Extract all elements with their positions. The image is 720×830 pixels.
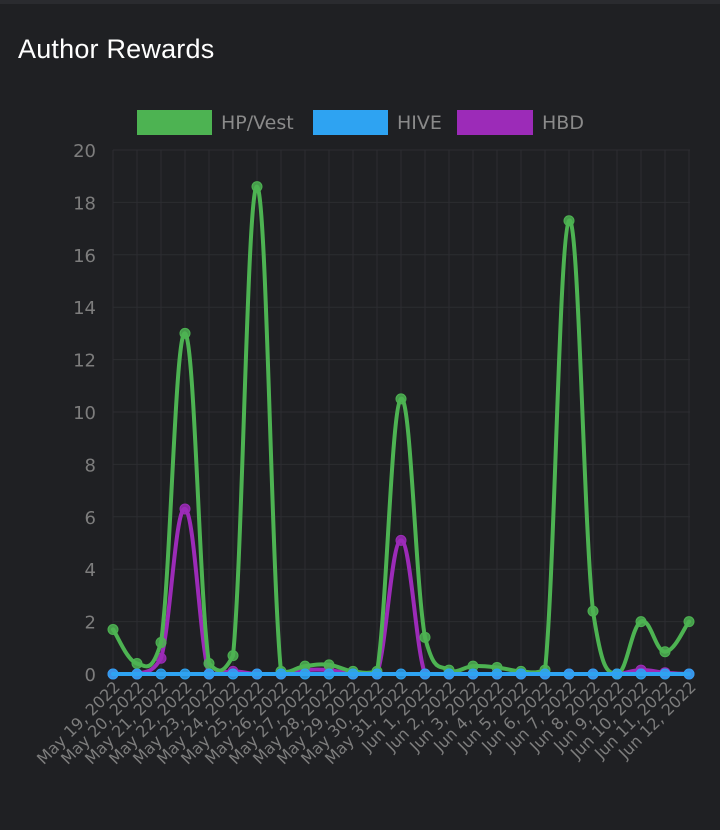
data-point-hp-vest[interactable]	[251, 181, 263, 193]
data-point-hive[interactable]	[491, 668, 503, 680]
legend-label: HBD	[542, 112, 584, 134]
data-point-hive[interactable]	[347, 668, 359, 680]
y-tick-label: 10	[73, 403, 96, 424]
data-point-hive[interactable]	[683, 668, 695, 680]
data-point-hp-vest[interactable]	[107, 623, 119, 635]
data-point-hive[interactable]	[395, 668, 407, 680]
legend-item-hbd[interactable]: HBD	[457, 110, 584, 135]
data-point-hp-vest[interactable]	[563, 215, 575, 227]
legend-item-hive[interactable]: HIVE	[313, 110, 442, 135]
y-tick-label: 6	[85, 508, 96, 529]
data-point-hp-vest[interactable]	[635, 616, 647, 628]
y-tick-label: 14	[73, 298, 96, 319]
data-point-hp-vest[interactable]	[395, 393, 407, 405]
data-point-hive[interactable]	[659, 668, 671, 680]
data-point-hive[interactable]	[443, 668, 455, 680]
data-point-hp-vest[interactable]	[203, 658, 215, 670]
data-point-hive[interactable]	[155, 668, 167, 680]
y-tick-label: 20	[73, 141, 96, 162]
y-tick-label: 2	[85, 613, 96, 634]
series-hive	[107, 668, 695, 680]
data-point-hive[interactable]	[323, 668, 335, 680]
data-point-hp-vest[interactable]	[227, 650, 239, 662]
data-point-hp-vest[interactable]	[155, 637, 167, 649]
legend-label: HIVE	[397, 112, 442, 134]
series-layer	[107, 181, 695, 680]
data-point-hive[interactable]	[251, 668, 263, 680]
data-point-hive[interactable]	[635, 668, 647, 680]
data-point-hive[interactable]	[371, 668, 383, 680]
y-tick-label: 16	[73, 246, 96, 267]
data-point-hive[interactable]	[227, 668, 239, 680]
data-point-hp-vest[interactable]	[587, 605, 599, 617]
data-point-hive[interactable]	[539, 668, 551, 680]
data-point-hive[interactable]	[611, 668, 623, 680]
data-point-hbd[interactable]	[179, 503, 191, 515]
y-tick-label: 8	[85, 455, 96, 476]
data-point-hive[interactable]	[419, 668, 431, 680]
data-point-hive[interactable]	[203, 668, 215, 680]
legend-label: HP/Vest	[221, 112, 294, 134]
y-tick-label: 18	[73, 193, 96, 214]
data-point-hbd[interactable]	[395, 534, 407, 546]
data-point-hp-vest[interactable]	[323, 659, 335, 671]
data-point-hp-vest[interactable]	[179, 327, 191, 339]
legend-item-hp-vest[interactable]: HP/Vest	[137, 110, 294, 135]
data-point-hp-vest[interactable]	[419, 631, 431, 643]
legend-swatch	[313, 110, 388, 135]
data-point-hive[interactable]	[467, 668, 479, 680]
legend: HP/Vest HIVE HBD	[137, 110, 584, 135]
data-point-hive[interactable]	[563, 668, 575, 680]
series-line-hp-vest	[111, 184, 691, 676]
data-point-hive[interactable]	[131, 668, 143, 680]
y-tick-label: 0	[85, 665, 96, 686]
legend-swatch	[137, 110, 212, 135]
legend-swatch	[457, 110, 533, 135]
data-point-hive[interactable]	[299, 668, 311, 680]
data-point-hp-vest[interactable]	[683, 616, 695, 628]
panel-title: Author Rewards	[18, 34, 215, 64]
y-axis: 0 2 4 6 8 10 12 14 16 18 20	[73, 141, 96, 686]
data-point-hive[interactable]	[515, 668, 527, 680]
top-strip	[0, 0, 720, 4]
data-point-hive[interactable]	[275, 668, 287, 680]
data-point-hive[interactable]	[179, 668, 191, 680]
data-point-hive[interactable]	[587, 668, 599, 680]
y-tick-label: 12	[73, 351, 96, 372]
y-tick-label: 4	[85, 560, 96, 581]
data-point-hive[interactable]	[107, 668, 119, 680]
data-point-hp-vest[interactable]	[131, 658, 143, 670]
data-point-hp-vest[interactable]	[659, 646, 671, 658]
